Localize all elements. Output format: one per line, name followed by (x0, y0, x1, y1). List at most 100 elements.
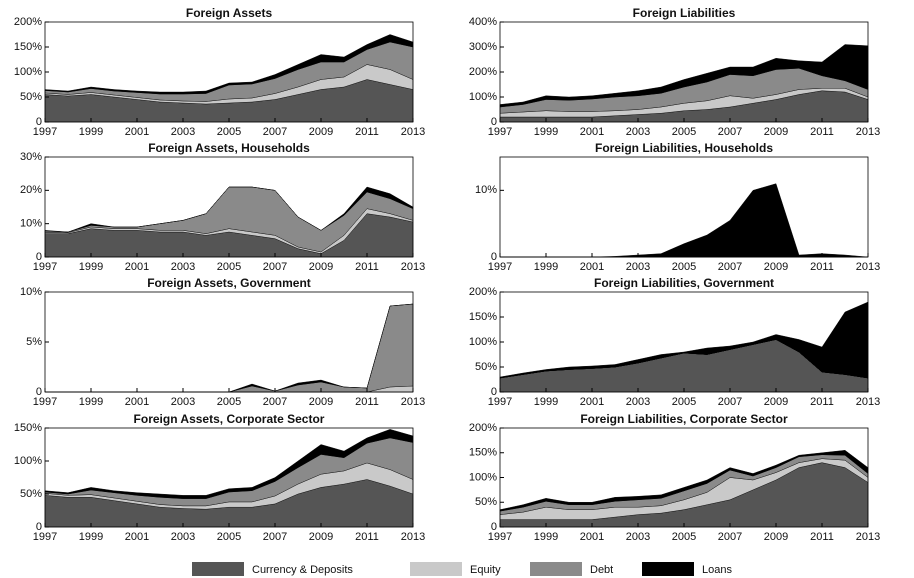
x-tick-label: 2001 (125, 531, 149, 543)
x-tick-label: 1997 (488, 261, 512, 273)
y-tick-label: 300% (469, 41, 497, 53)
x-tick-label: 1999 (79, 531, 103, 543)
x-tick-label: 1997 (488, 396, 512, 408)
y-tick-label: 0 (36, 116, 42, 128)
panel-title: Foreign Liabilities, Corporate Sector (580, 412, 788, 426)
y-tick-label: 100% (469, 336, 497, 348)
x-tick-label: 2001 (125, 396, 149, 408)
x-tick-label: 2011 (355, 126, 379, 138)
x-tick-label: 2011 (355, 531, 379, 543)
x-tick-label: 1999 (534, 261, 558, 273)
y-tick-label: 30% (20, 151, 42, 163)
x-tick-label: 2007 (263, 261, 287, 273)
x-tick-label: 2003 (626, 396, 650, 408)
panel-title: Foreign Assets, Government (147, 276, 311, 290)
panel-title: Foreign Liabilities, Households (595, 141, 773, 155)
y-tick-label: 0 (491, 386, 497, 398)
x-tick-label: 2011 (355, 261, 379, 273)
x-tick-label: 2013 (401, 396, 425, 408)
x-tick-label: 2005 (217, 126, 241, 138)
x-tick-label: 2003 (626, 126, 650, 138)
y-tick-label: 5% (26, 336, 42, 348)
y-tick-label: 400% (469, 16, 497, 28)
y-tick-label: 200% (14, 16, 42, 28)
x-tick-label: 2007 (263, 126, 287, 138)
x-tick-label: 2001 (580, 531, 604, 543)
panel-title: Foreign Assets, Households (148, 141, 310, 155)
y-tick-label: 100% (14, 66, 42, 78)
x-tick-label: 2003 (171, 261, 195, 273)
x-tick-label: 2007 (718, 396, 742, 408)
x-tick-label: 2009 (309, 396, 333, 408)
x-tick-label: 2011 (810, 531, 834, 543)
x-tick-label: 1999 (79, 126, 103, 138)
legend-swatch (192, 562, 244, 576)
x-tick-label: 2007 (263, 531, 287, 543)
x-tick-label: 2001 (580, 261, 604, 273)
y-tick-label: 100% (14, 455, 42, 467)
panel: Foreign Assets, Households 0 10% 20% 30% 1997… (20, 141, 425, 273)
panel-title: Foreign Liabilities (633, 6, 736, 20)
y-tick-label: 200% (469, 66, 497, 78)
x-tick-label: 2011 (810, 126, 834, 138)
x-tick-label: 1999 (79, 261, 103, 273)
panel: Foreign Liabilities, Corporate Sector 0 50… (469, 412, 880, 543)
x-tick-label: 2005 (217, 531, 241, 543)
y-tick-label: 0 (36, 521, 42, 533)
y-tick-label: 50% (20, 91, 42, 103)
y-tick-label: 200% (469, 286, 497, 298)
x-tick-label: 2009 (764, 126, 788, 138)
y-tick-label: 20% (20, 184, 42, 196)
x-tick-label: 2011 (810, 261, 834, 273)
y-tick-label: 10% (20, 286, 42, 298)
x-tick-label: 2001 (580, 396, 604, 408)
x-tick-label: 2009 (309, 531, 333, 543)
y-tick-label: 150% (469, 311, 497, 323)
x-tick-label: 2003 (626, 261, 650, 273)
x-tick-label: 2005 (217, 261, 241, 273)
y-tick-label: 50% (475, 496, 497, 508)
legend-label: Currency & Deposits (252, 564, 353, 576)
x-tick-label: 2003 (626, 531, 650, 543)
y-tick-label: 0 (491, 521, 497, 533)
y-tick-label: 50% (475, 361, 497, 373)
x-tick-label: 2001 (580, 126, 604, 138)
y-tick-label: 150% (469, 447, 497, 459)
x-tick-label: 2005 (672, 531, 696, 543)
x-tick-label: 2013 (856, 126, 880, 138)
y-tick-label: 200% (469, 422, 497, 434)
panel: Foreign Assets, Government 0 5% 10% 1997 1999… (20, 276, 425, 408)
y-tick-label: 0 (36, 251, 42, 263)
legend-label: Debt (590, 564, 613, 576)
x-tick-label: 1997 (33, 396, 57, 408)
legend-label: Equity (470, 564, 501, 576)
x-tick-label: 1997 (488, 126, 512, 138)
panel: Foreign Liabilities 0 100% 200% 300% 400% 1997… (469, 6, 880, 138)
x-tick-label: 2013 (401, 261, 425, 273)
x-tick-label: 1999 (534, 126, 558, 138)
x-tick-label: 1999 (534, 531, 558, 543)
legend-swatch (530, 562, 582, 576)
y-tick-label: 10% (20, 218, 42, 230)
x-tick-label: 2005 (672, 396, 696, 408)
x-tick-label: 2007 (718, 531, 742, 543)
x-tick-label: 2013 (856, 261, 880, 273)
y-tick-label: 0 (491, 116, 497, 128)
x-tick-label: 2005 (217, 396, 241, 408)
x-tick-label: 2009 (309, 261, 333, 273)
x-tick-label: 2007 (718, 126, 742, 138)
x-tick-label: 2003 (171, 396, 195, 408)
x-tick-label: 2003 (171, 531, 195, 543)
x-tick-label: 2009 (764, 396, 788, 408)
x-tick-label: 2013 (401, 126, 425, 138)
x-tick-label: 2003 (171, 126, 195, 138)
panel: Foreign Liabilities, Government 0 50% 100% 1… (469, 276, 880, 408)
x-tick-label: 2005 (672, 261, 696, 273)
x-tick-label: 1997 (33, 261, 57, 273)
x-tick-label: 1997 (33, 531, 57, 543)
plot-area (45, 292, 413, 392)
legend-swatch (642, 562, 694, 576)
y-tick-label: 100% (469, 91, 497, 103)
x-tick-label: 2009 (764, 531, 788, 543)
